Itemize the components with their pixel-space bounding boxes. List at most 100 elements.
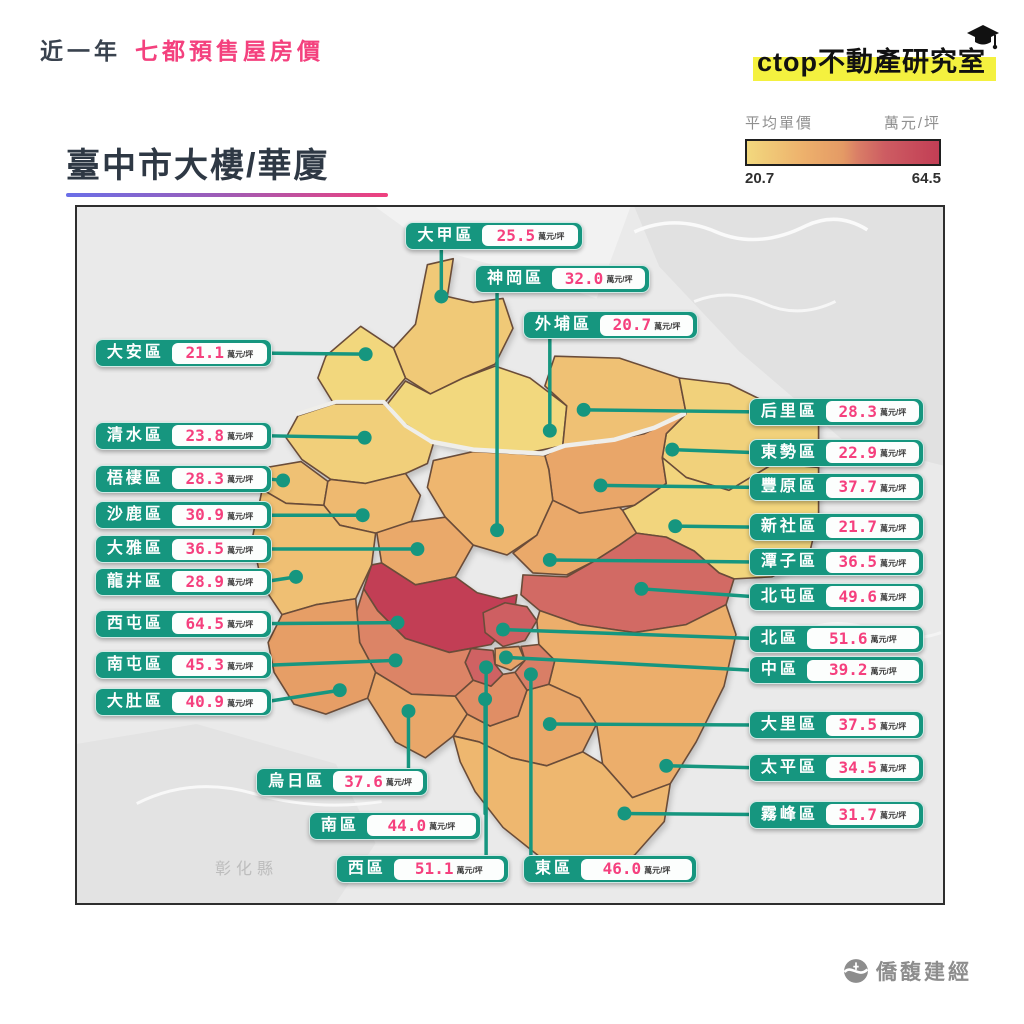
district-label: 大肚區 40.9 萬元/坪	[94, 688, 272, 717]
district-label: 新社區 21.7 萬元/坪	[748, 513, 924, 542]
district-value-unit: 萬元/坪	[227, 545, 254, 555]
connector-line	[622, 811, 757, 817]
connector-line	[261, 658, 398, 668]
district-value-unit: 萬元/坪	[227, 578, 254, 588]
district-value-box: 40.9 萬元/坪	[171, 691, 267, 713]
district-shape	[452, 735, 672, 872]
district-value-box: 49.6 萬元/坪	[825, 586, 919, 608]
district-value-box: 51.6 萬元/坪	[806, 628, 919, 650]
connector-line	[598, 483, 757, 490]
district-dot	[665, 442, 680, 457]
district-dot	[410, 542, 425, 556]
district-value: 32.0	[564, 268, 604, 288]
district-name: 沙鹿區	[106, 506, 164, 524]
district-value: 46.0	[602, 859, 642, 879]
district-value-box: 51.1 萬元/坪	[393, 858, 504, 880]
district-name: 東勢區	[760, 443, 818, 461]
district-value-unit: 萬元/坪	[538, 232, 565, 242]
district-value: 36.5	[185, 539, 225, 559]
district-value-box: 44.0 萬元/坪	[366, 815, 476, 837]
district-label: 大雅區 36.5 萬元/坪	[94, 535, 272, 564]
district-value-box: 36.5 萬元/坪	[171, 538, 267, 560]
district-dot	[593, 478, 608, 493]
connector-line	[261, 433, 367, 440]
district-label: 霧峰區 31.7 萬元/坪	[748, 800, 924, 829]
district-label: 烏日區 37.6 萬元/坪	[256, 767, 429, 796]
district-value-unit: 萬元/坪	[227, 661, 254, 671]
district-value: 22.9	[838, 442, 878, 462]
district-shape	[514, 643, 556, 692]
district-value: 37.7	[838, 477, 878, 497]
district-name: 霧峰區	[760, 805, 818, 823]
connector-line	[673, 524, 757, 529]
district-name: 新社區	[760, 518, 818, 536]
district-name: 烏日區	[268, 772, 326, 790]
district-dot	[576, 402, 591, 417]
page-title: 臺中市大樓/華廈	[66, 138, 388, 197]
district-value-unit: 萬元/坪	[880, 449, 907, 459]
district-value: 36.5	[838, 552, 878, 572]
district-value: 20.7	[612, 315, 652, 335]
connector-line	[548, 722, 757, 727]
district-dot	[358, 347, 373, 362]
district-dot	[276, 473, 291, 488]
district-value-box: 21.7 萬元/坪	[825, 516, 919, 538]
district-value-box: 34.5 萬元/坪	[825, 757, 919, 779]
district-value-box: 21.1 萬元/坪	[171, 342, 267, 364]
district-name: 后里區	[760, 402, 818, 420]
district-dot	[617, 806, 632, 821]
connector-line	[548, 558, 757, 564]
research-lab-logo: ctop不動產研究室	[753, 25, 999, 81]
district-dot	[523, 667, 538, 682]
district-value-box: 37.6 萬元/坪	[333, 771, 424, 793]
district-shape	[317, 325, 407, 405]
district-value-unit: 萬元/坪	[870, 666, 897, 676]
district-value: 44.0	[387, 815, 427, 835]
district-name: 龍井區	[106, 572, 164, 590]
district-value: 34.5	[838, 757, 878, 777]
district-value-unit: 萬元/坪	[227, 698, 254, 708]
district-value-box: 46.0 萬元/坪	[580, 858, 692, 880]
connector-line	[261, 688, 342, 704]
district-value: 28.3	[185, 468, 225, 488]
district-value: 25.5	[496, 225, 536, 245]
district-value-box: 32.0 萬元/坪	[552, 268, 646, 290]
district-value-unit: 萬元/坪	[880, 593, 907, 603]
footer-brand: 僑馥建經	[843, 956, 972, 986]
district-dot	[499, 650, 513, 665]
district-name: 大甲區	[417, 226, 475, 244]
lab-logo-text: ctop不動產研究室	[753, 40, 996, 81]
district-name: 大雅區	[106, 540, 164, 558]
district-dot	[479, 660, 494, 675]
district-label: 西區 51.1 萬元/坪	[335, 855, 509, 884]
district-name: 北屯區	[760, 587, 818, 605]
district-value-box: 25.5 萬元/坪	[482, 225, 579, 247]
district-value-box: 39.2 萬元/坪	[806, 659, 919, 681]
brand-name: 僑馥建經	[876, 961, 972, 984]
header-title: 近一年 七都預售屋房價	[40, 32, 324, 66]
district-dot	[357, 430, 372, 445]
district-dot	[434, 289, 449, 304]
district-value-unit: 萬元/坪	[429, 822, 456, 832]
district-value-box: 28.3 萬元/坪	[171, 468, 267, 490]
district-label: 東區 46.0 萬元/坪	[522, 855, 697, 884]
district-value: 49.6	[838, 586, 878, 606]
legend-max-value: 64.5	[911, 170, 941, 187]
district-label: 清水區 23.8 萬元/坪	[94, 421, 272, 450]
district-value: 23.8	[185, 425, 225, 445]
district-label: 南屯區 45.3 萬元/坪	[94, 651, 272, 680]
district-value: 37.5	[838, 715, 878, 735]
district-dot	[478, 692, 493, 707]
district-value-unit: 萬元/坪	[880, 811, 907, 821]
connector-lines	[261, 246, 757, 860]
title-underline	[66, 193, 388, 197]
district-value-box: 36.5 萬元/坪	[825, 551, 919, 573]
district-value: 21.1	[185, 343, 225, 363]
district-value-box: 30.9 萬元/坪	[171, 504, 267, 526]
district-value-box: 20.7 萬元/坪	[599, 314, 693, 336]
connector-line	[664, 764, 757, 770]
district-label: 北屯區 49.6 萬元/坪	[748, 582, 924, 611]
district-dot	[496, 622, 510, 637]
district-label: 神岡區 32.0 萬元/坪	[475, 264, 651, 293]
